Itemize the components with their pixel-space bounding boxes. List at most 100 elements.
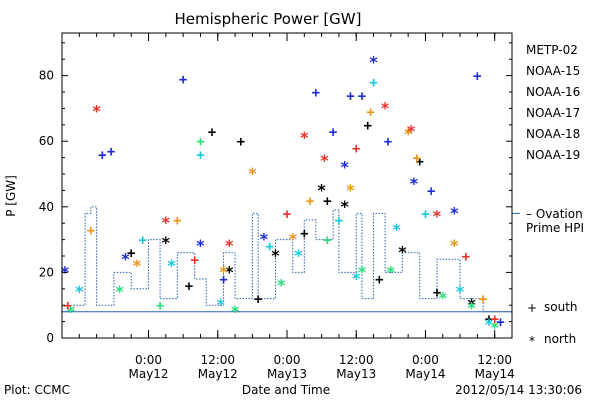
data-point-metp-02: + xyxy=(127,246,135,262)
data-point-noaa-19: + xyxy=(190,252,198,268)
data-point-noaa-17: + xyxy=(156,298,164,314)
data-point-noaa-18: + xyxy=(479,292,487,308)
data-point-metp-02: + xyxy=(323,193,331,209)
data-point-noaa-16: * xyxy=(484,315,494,334)
x-tick-label-date: May14 xyxy=(405,367,445,381)
data-point-noaa-17: * xyxy=(230,302,240,321)
data-point-noaa-18: + xyxy=(413,151,421,167)
data-point-noaa-18: * xyxy=(403,125,413,144)
data-point-noaa-16: * xyxy=(216,295,226,314)
data-point-metp-02: + xyxy=(237,134,245,150)
data-point-noaa-16: + xyxy=(265,239,273,255)
data-point-noaa-15: * xyxy=(196,236,206,255)
data-point-noaa-15: + xyxy=(98,147,106,163)
data-point-noaa-15: + xyxy=(384,134,392,150)
data-point-noaa-16: * xyxy=(74,282,84,301)
data-point-noaa-15: + xyxy=(329,124,337,140)
data-point-noaa-16: * xyxy=(294,246,304,265)
x-tick-label-date: May12 xyxy=(128,367,168,381)
data-point-noaa-18: * xyxy=(288,230,298,249)
data-point-noaa-15: * xyxy=(121,249,131,268)
data-point-noaa-15: * xyxy=(449,203,459,222)
data-point-noaa-18: * xyxy=(132,256,142,275)
data-point-noaa-19: * xyxy=(161,213,171,232)
y-tick-label: 0 xyxy=(46,331,54,345)
data-point-metp-02: + xyxy=(185,279,193,295)
data-point-noaa-19: * xyxy=(406,121,416,140)
data-point-noaa-15: * xyxy=(409,174,419,193)
data-point-noaa-15: + xyxy=(346,88,354,104)
south-marker-symbol: + xyxy=(527,301,537,315)
data-point-noaa-17: + xyxy=(323,233,331,249)
data-point-noaa-17: * xyxy=(276,276,286,295)
data-point-noaa-16: + xyxy=(196,147,204,163)
data-point-noaa-18: * xyxy=(219,262,229,281)
data-point-noaa-15: * xyxy=(340,157,350,176)
data-point-noaa-16: + xyxy=(421,206,429,222)
data-point-noaa-18: + xyxy=(87,223,95,239)
data-point-noaa-17: + xyxy=(196,134,204,150)
data-point-metp-02: + xyxy=(433,285,441,301)
data-point-noaa-15: + xyxy=(427,183,435,199)
data-point-noaa-17: * xyxy=(467,298,477,317)
data-point-metp-02: * xyxy=(340,197,350,216)
data-point-noaa-16: * xyxy=(455,282,465,301)
x-tick-label-time: 12:00 xyxy=(200,353,235,367)
data-point-noaa-17: * xyxy=(115,282,125,301)
x-tick-label-time: 0:00 xyxy=(412,353,439,367)
south-marker-label: south xyxy=(544,300,578,314)
legend-ovation: – Ovation xyxy=(526,207,583,221)
north-marker-label: north xyxy=(544,332,576,346)
data-point-metp-02: * xyxy=(161,233,171,252)
data-point-noaa-15: * xyxy=(259,230,269,249)
data-point-noaa-19: * xyxy=(380,98,390,117)
data-point-noaa-16: + xyxy=(139,233,147,249)
data-point-metp-02: * xyxy=(224,262,234,281)
x-tick-label-time: 12:00 xyxy=(477,353,512,367)
x-tick-label-time: 0:00 xyxy=(274,353,301,367)
data-point-noaa-18: * xyxy=(248,164,258,183)
data-point-noaa-15: + xyxy=(496,315,504,331)
x-tick-label-date: May13 xyxy=(336,367,376,381)
data-point-noaa-16: + xyxy=(369,75,377,91)
data-point-metp-02: + xyxy=(375,272,383,288)
x-tick-label-date: May14 xyxy=(475,367,515,381)
footer-timestamp: 2012/05/14 13:30:06 xyxy=(455,383,582,397)
data-point-noaa-17: * xyxy=(357,262,367,281)
data-point-noaa-15: + xyxy=(473,69,481,85)
y-tick-label: 80 xyxy=(39,69,54,83)
data-point-noaa-17: * xyxy=(438,289,448,308)
data-point-noaa-16: * xyxy=(167,256,177,275)
legend-entry: NOAA-18 xyxy=(526,127,580,141)
data-point-noaa-16: * xyxy=(392,220,402,239)
data-point-metp-02: + xyxy=(364,118,372,134)
data-point-noaa-15: + xyxy=(179,72,187,88)
data-point-noaa-19: * xyxy=(299,128,309,147)
data-point-metp-02: + xyxy=(485,311,493,327)
y-tick-label: 60 xyxy=(39,134,54,148)
data-point-noaa-18: * xyxy=(449,236,459,255)
data-point-noaa-18: + xyxy=(366,105,374,121)
legend-entry: METP-02 xyxy=(526,43,578,57)
legend-entry: NOAA-17 xyxy=(526,106,580,120)
data-point-metp-02: * xyxy=(317,180,327,199)
satellite-points: +*++*++*+*+ *++*++*+*+ +*+*+*++*+ +*+* +*++*… xyxy=(60,53,505,338)
y-axis-label: P [GW] xyxy=(4,175,18,217)
data-point-noaa-17: * xyxy=(66,302,76,321)
x-tick-label-date: May13 xyxy=(267,367,307,381)
data-point-noaa-17: * xyxy=(490,318,500,337)
data-point-noaa-19: * xyxy=(92,102,102,121)
data-point-noaa-15: + xyxy=(358,88,366,104)
data-point-noaa-18: + xyxy=(306,193,314,209)
data-point-noaa-16: * xyxy=(351,269,361,288)
y-tick-label: 20 xyxy=(39,265,54,279)
legend-entry: NOAA-15 xyxy=(526,64,580,78)
data-point-metp-02: * xyxy=(467,295,477,314)
data-point-metp-02: + xyxy=(415,154,423,170)
legend-entry: NOAA-16 xyxy=(526,85,580,99)
data-point-noaa-15: + xyxy=(219,272,227,288)
footer-plot-source: Plot: CCMC xyxy=(4,383,70,397)
data-point-noaa-15: + xyxy=(312,85,320,101)
x-axis-label: Date and Time xyxy=(242,383,330,397)
